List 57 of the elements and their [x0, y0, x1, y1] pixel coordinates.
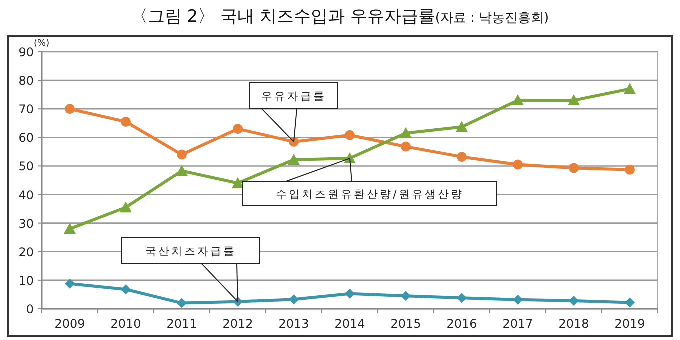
point — [625, 298, 635, 308]
point — [512, 94, 524, 106]
point — [288, 154, 300, 165]
point — [569, 296, 579, 306]
y-tick-label: 10 — [18, 274, 34, 288]
point — [456, 121, 468, 132]
point — [289, 294, 299, 305]
point — [120, 202, 132, 213]
point — [401, 142, 411, 152]
y-tick-label: 90 — [18, 46, 34, 60]
y-tick-label: 50 — [18, 160, 34, 174]
point — [400, 127, 412, 138]
y-axis-title: (%) — [34, 39, 50, 49]
point — [177, 298, 187, 308]
point — [513, 160, 523, 170]
x-tick-label: 2018 — [558, 317, 590, 331]
point — [65, 278, 75, 289]
point — [345, 288, 355, 299]
point — [401, 291, 411, 302]
point — [513, 294, 523, 305]
point — [625, 164, 635, 175]
point — [569, 163, 579, 174]
y-tick-label: 80 — [18, 74, 34, 88]
point — [176, 165, 188, 176]
chart-title: 〈그림 2〉 국내 치즈수입과 우유자급률 — [130, 7, 436, 27]
x-tick-label: 2010 — [110, 317, 142, 331]
x-tick-label: 2013 — [278, 317, 310, 331]
point — [121, 116, 131, 127]
text: (자료 : 낙농진흥회) — [435, 11, 550, 26]
point — [232, 177, 244, 188]
x-tick-label: 2009 — [54, 317, 86, 331]
x-tick-label: 2012 — [222, 317, 254, 331]
x-tick-label: 2014 — [334, 317, 366, 331]
point — [177, 150, 187, 160]
y-tick-label: 20 — [18, 245, 34, 260]
point — [64, 223, 76, 234]
point — [457, 293, 467, 304]
point — [568, 94, 580, 106]
x-tick-label: 2011 — [166, 317, 198, 331]
text: 국산치즈자급률 — [146, 245, 236, 258]
x-tick-label: 2019 — [614, 317, 646, 331]
point — [345, 130, 355, 140]
y-tick-label: 70 — [18, 102, 34, 117]
text: 우유자급률 — [262, 90, 326, 103]
point — [233, 124, 243, 134]
x-tick-label: 2016 — [446, 317, 478, 331]
series-label: 수입치즈원유환산량/원유생산량 — [276, 188, 464, 201]
y-tick-label: 40 — [18, 188, 34, 202]
point — [624, 83, 636, 94]
point — [457, 152, 467, 162]
point — [65, 104, 75, 114]
x-tick-label: 2015 — [390, 317, 422, 331]
y-tick-label: 60 — [18, 131, 34, 146]
point — [121, 284, 131, 295]
y-tick-label: 30 — [18, 216, 34, 231]
x-tick-label: 2017 — [502, 317, 534, 331]
y-tick-label: 0 — [26, 302, 34, 316]
